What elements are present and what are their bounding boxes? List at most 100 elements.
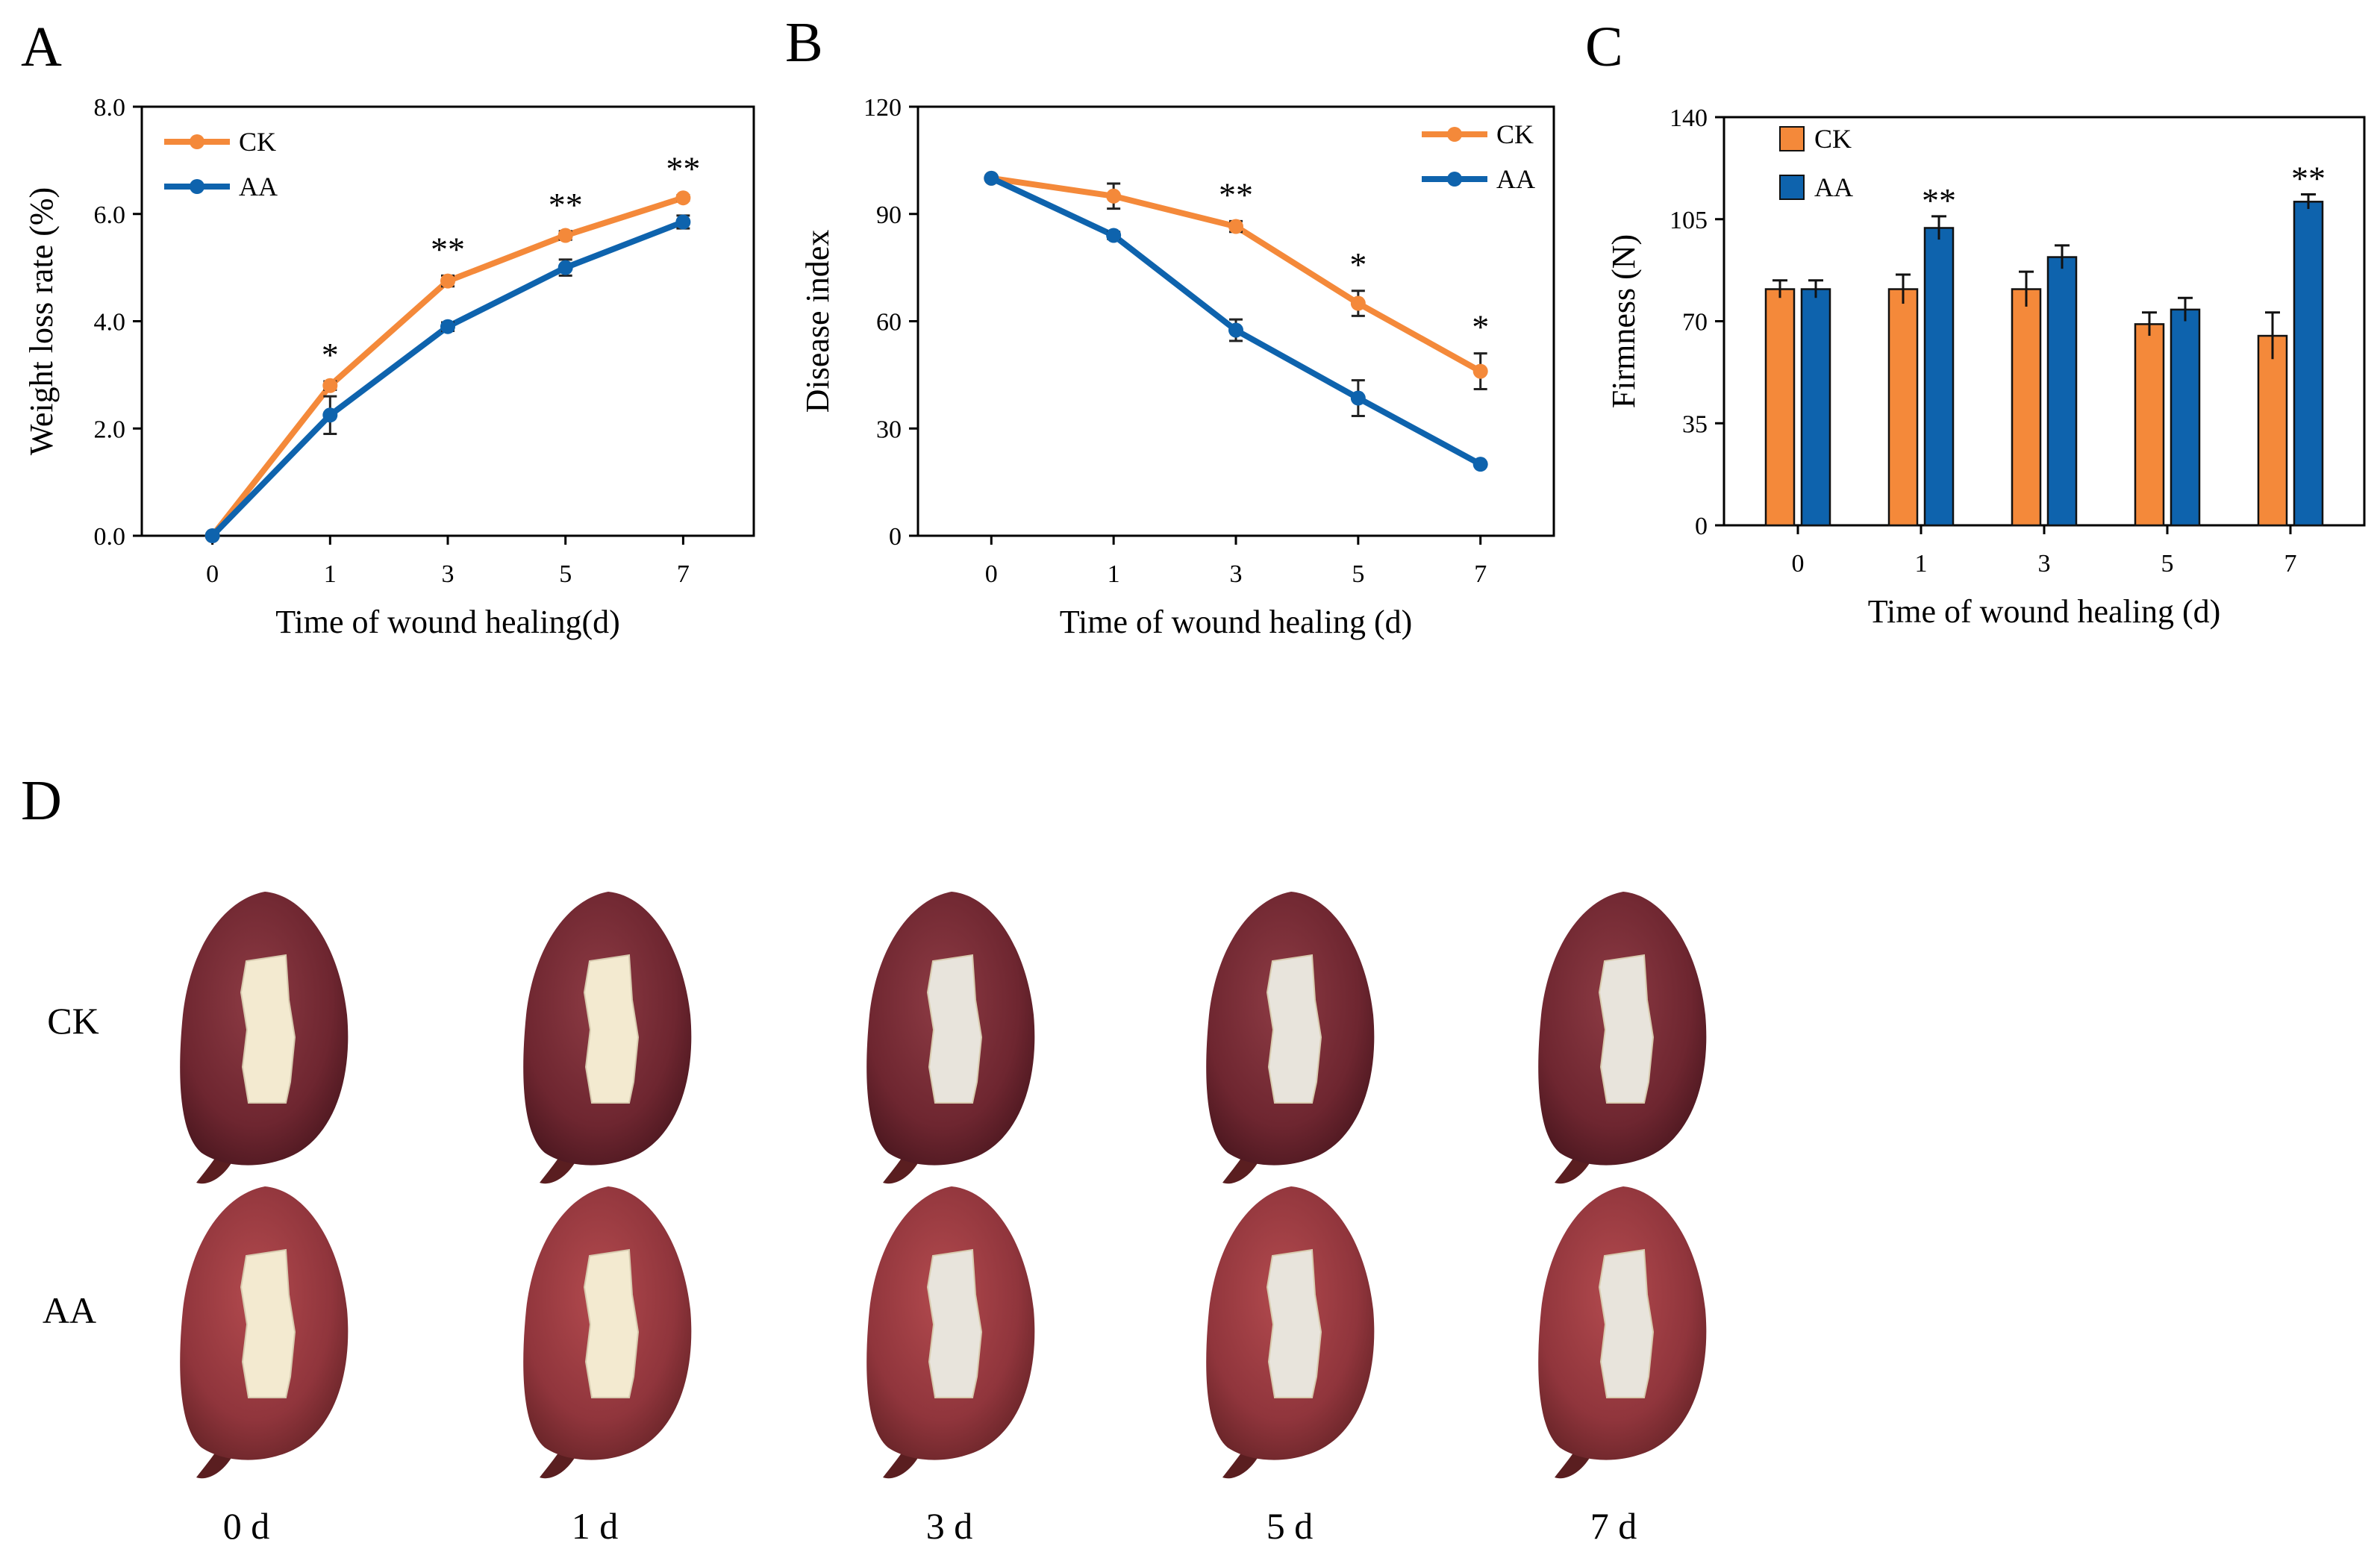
data-point-aa [1106,228,1122,243]
sweet-potato-photo-aa-1 [523,1186,692,1479]
y-tick-label: 60 [876,309,902,337]
y-axis-title: Disease index [799,230,836,413]
y-tick-label: 6.0 [94,201,126,229]
data-point-aa [1350,390,1366,406]
bar-aa [2293,201,2324,527]
data-point-ck [1350,295,1366,311]
legend-label-ck: CK [1814,124,1852,154]
x-tick-label: 3 [1230,560,1243,588]
data-point-ck [440,273,455,289]
wound-area [240,1248,296,1398]
x-tick-label: 0 [1792,550,1805,578]
data-point-aa [557,260,573,275]
bar-ck [2134,323,2165,527]
series-line-aa [210,219,684,538]
x-tick-label: 3 [442,560,455,588]
y-axis-title: Firmness (N) [1605,234,1642,408]
y-tick-label: 0.0 [94,523,126,551]
wound-area [583,954,640,1104]
y-tick-label: 120 [863,94,902,122]
panel-letter-c: C [1585,16,1623,78]
legend-label-aa: AA [1496,164,1535,194]
x-tick-label: 7 [1474,560,1487,588]
x-tick-label: 5 [1352,560,1364,588]
sweet-potato-photo-ck-1 [523,892,692,1184]
wound-area [1598,1248,1655,1398]
bar-ck [1764,288,1796,527]
data-point-aa [1228,322,1243,338]
bar-ck [2257,334,2288,527]
x-tick-label: 0 [206,560,219,588]
y-tick-label: 2.0 [94,416,126,443]
panel-letter-b: B [785,11,823,74]
col-label-5d: 5 d [1266,1505,1314,1547]
x-tick-label: 5 [559,560,572,588]
panel-letter-a: A [21,16,62,78]
x-tick-label: 0 [985,560,998,588]
bar-ck [1887,288,1919,527]
y-tick-label: 0 [1695,513,1708,540]
legend-swatch-aa [1779,175,1805,200]
legend-label-aa: AA [1814,172,1853,202]
data-point-ck [1106,188,1122,204]
legend-marker-aa [1447,172,1462,187]
wound-area [1266,954,1322,1104]
x-tick-label: 1 [1915,550,1928,578]
legend-label-ck: CK [1496,119,1534,149]
wound-area [926,954,983,1104]
chart-disease-index: 0 30 60 90 120 0 1 3 5 7 Time of wound healing (d)… [799,94,1555,640]
significance-marker: * [322,336,339,374]
y-axis-title: Weight loss rate (%) [23,187,60,455]
significance-marker: ** [2291,160,2326,198]
significance-marker: ** [1922,181,1956,219]
wound-area [1266,1248,1322,1398]
data-point-ck [1472,363,1488,379]
y-tick-label: 90 [876,201,902,229]
data-point-ck [557,228,573,243]
significance-marker: * [1349,245,1367,284]
y-tick-label: 0 [889,523,902,551]
sweet-potato-photo-ck-4 [1538,892,1707,1184]
legend-marker-ck [1447,127,1462,142]
data-point-ck [675,190,691,206]
bar-ck [2011,288,2042,527]
y-tick-label: 8.0 [94,94,126,122]
x-axis-title: Time of wound healing (d) [1060,604,1413,640]
col-label-0d: 0 d [223,1505,270,1547]
row-label-aa: AA [43,1289,96,1331]
col-label-7d: 7 d [1590,1505,1637,1547]
legend-marker-aa [190,179,204,194]
y-tick-label: 35 [1682,410,1708,438]
x-axis-title: Time of wound healing(d) [275,604,620,640]
bar-aa [1923,227,1955,527]
significance-marker: * [1472,308,1489,346]
sweet-potato-photo-ck-2 [866,892,1035,1184]
x-tick-label: 3 [2038,550,2051,578]
x-tick-label: 7 [2284,550,2297,578]
legend-label-aa: AA [239,172,278,201]
data-point-aa [322,407,338,423]
wound-area [926,1248,983,1398]
significance-marker: ** [1219,175,1253,213]
bar-aa [2170,308,2201,527]
data-point-aa [675,214,691,230]
legend-swatch-ck [1779,126,1805,151]
data-point-ck [1228,219,1243,234]
sweet-potato-photo-aa-3 [1206,1186,1375,1479]
y-tick-label: 4.0 [94,309,126,337]
bar-aa [1800,288,1831,527]
legend-marker-ck [190,134,204,149]
data-point-aa [204,528,220,543]
bar-aa [2046,256,2078,527]
y-tick-label: 70 [1682,309,1708,337]
sweet-potato-photo-ck-3 [1206,892,1375,1184]
row-label-ck: CK [47,1000,99,1042]
x-tick-label: 7 [677,560,690,588]
legend-label-ck: CK [239,127,276,157]
x-tick-label: 5 [2161,550,2174,578]
significance-marker: ** [431,230,465,268]
panel-letter-d: D [21,769,62,832]
wound-area [583,1248,640,1398]
y-tick-label: 140 [1670,104,1708,132]
photo-grid: CK AA 0 d 1 d 3 d 5 d 7 d [43,892,1707,1547]
